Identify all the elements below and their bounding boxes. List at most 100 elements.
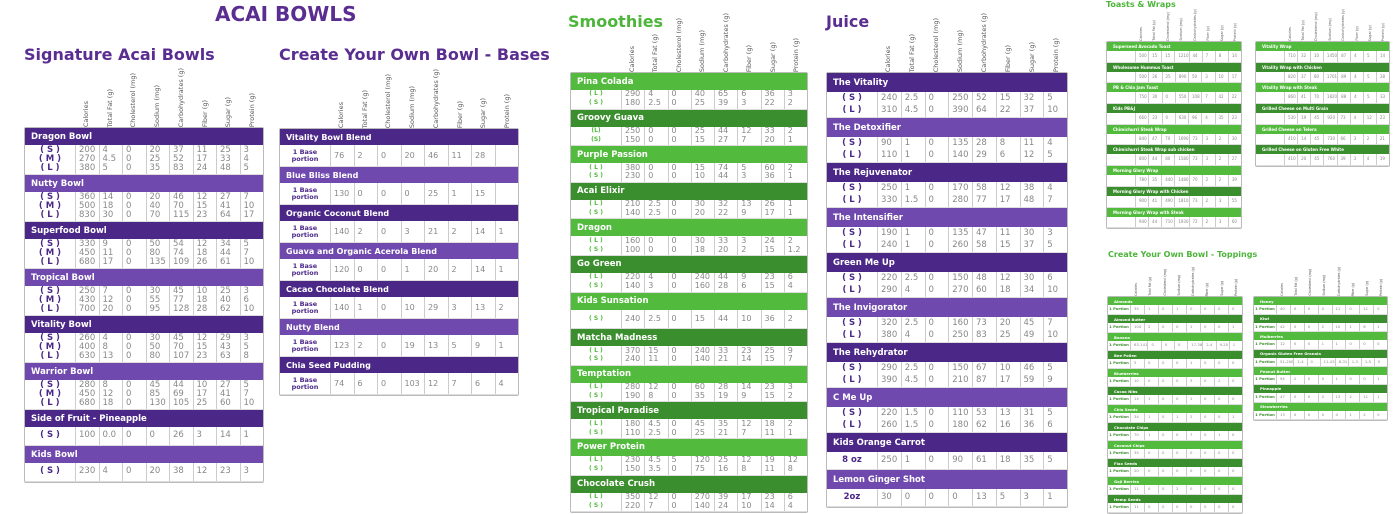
value: 2 bbox=[787, 162, 793, 172]
value-cell-carbohydrates: 39 bbox=[1336, 154, 1350, 166]
value: 0 bbox=[1190, 450, 1193, 456]
value-cell-sodium: 0 bbox=[1172, 503, 1186, 512]
value-cell-calories: 230 bbox=[75, 463, 99, 481]
size-label-cell: ( S )( L ) bbox=[827, 137, 877, 162]
value: 6 bbox=[243, 294, 249, 305]
value: 0 bbox=[381, 150, 387, 160]
value: 0 bbox=[648, 244, 654, 254]
value-cell-carbohydrates: 53 62 bbox=[972, 407, 996, 432]
item-name-header: Go Green bbox=[571, 255, 807, 273]
value: 1.5 bbox=[904, 194, 919, 205]
value-cell-sugar: 25 40 62 bbox=[216, 286, 240, 315]
value-cell-total: 32 bbox=[1296, 51, 1310, 62]
column-header: Total Fat (g) bbox=[644, 32, 668, 72]
value: 0 bbox=[1190, 504, 1193, 510]
value-cell-protein: 0 bbox=[1228, 359, 1242, 368]
value-cell-carbohydrates: 44 27 bbox=[714, 126, 737, 146]
value-cell-sugar: 0 bbox=[1359, 340, 1373, 349]
column-header: Total Fat (g) bbox=[1143, 262, 1157, 296]
value-cell-calories: 11 bbox=[1130, 503, 1144, 512]
value-cell-protein: 1 bbox=[1228, 323, 1242, 332]
value: 7 bbox=[243, 247, 249, 258]
value: 128 bbox=[173, 304, 190, 315]
value: 42 bbox=[1280, 323, 1285, 329]
value: 0 bbox=[1176, 468, 1179, 474]
value: 120 bbox=[694, 455, 711, 465]
value-cell-carbohydrates: 73 83 bbox=[972, 317, 996, 342]
value: 36 bbox=[764, 171, 775, 181]
value-cell-sugar: 3 bbox=[1214, 216, 1228, 228]
value-cell-sodium: 45 85 130 bbox=[145, 379, 170, 409]
value: 1 bbox=[1176, 414, 1179, 420]
value: 25 bbox=[694, 427, 705, 437]
value-cell-total: 1 bbox=[1144, 431, 1158, 440]
value-cell-sugar: 19 11 bbox=[760, 456, 784, 475]
item-nutrition-row: ( L )( S ) 230 150 4.5 3.5 5 0 120 75 25 16 12 8 19 11… bbox=[571, 456, 807, 476]
value: 2 bbox=[451, 264, 457, 274]
size-label: ( S ) bbox=[589, 315, 603, 323]
value: 45 bbox=[149, 379, 161, 390]
value-cell-cholesterol: 0 bbox=[1158, 305, 1172, 314]
value: 83 bbox=[976, 329, 987, 340]
value: 27 bbox=[1231, 156, 1237, 162]
value: 0 bbox=[1232, 432, 1235, 438]
size-label: 1 Portion bbox=[1109, 342, 1129, 348]
value: 39 bbox=[1340, 156, 1346, 162]
size-label-cell: 1 Portion bbox=[1254, 411, 1276, 420]
value: 44 bbox=[718, 126, 729, 136]
value-cell-calories: 840 bbox=[1135, 133, 1148, 145]
value-cell-fiber: 18 bbox=[995, 452, 1020, 469]
size-label: 1 Portion bbox=[1255, 376, 1275, 382]
value: 0 bbox=[126, 200, 132, 211]
value-cell-carbohydrates: 32 22 bbox=[714, 199, 737, 219]
item-name-header: Pina Colada bbox=[571, 73, 807, 90]
value-cell-total: 1 bbox=[1144, 305, 1158, 314]
value: 5 bbox=[243, 163, 249, 174]
column-header: Fiber (g) bbox=[738, 32, 762, 72]
value: 30 bbox=[102, 210, 114, 221]
value: 0 bbox=[126, 388, 132, 399]
value-cell-fiber: 2 bbox=[447, 221, 472, 242]
size-label: ( M ) bbox=[38, 341, 62, 352]
column-header: Sugar (g) bbox=[1215, 262, 1229, 296]
value-cell-calories: 35 bbox=[1130, 305, 1144, 314]
value-cell-sodium: 0 bbox=[1172, 449, 1186, 458]
size-label-cell: ( L )( S ) bbox=[571, 273, 621, 292]
value-cell-fiber: 0 bbox=[1200, 413, 1214, 422]
value-cell-total: 26 bbox=[1148, 71, 1161, 83]
size-label: 1 Base portion bbox=[291, 300, 319, 315]
value: 18 bbox=[764, 418, 775, 428]
value-cell-cholesterol: 0 bbox=[1303, 322, 1318, 332]
value: 44 bbox=[220, 247, 231, 258]
value-cell-sugar: 26 17 bbox=[760, 199, 784, 219]
value: 3 bbox=[787, 382, 793, 392]
item-nutrition-row: ( S )( M )( L ) 200 270 380 4 4.5 5 0 0 0 20 25 35 37… bbox=[25, 145, 263, 175]
item-nutrition-row: ( L )( S ) 180 110 4.5 2.5 0 0 45 25 35 21 12 7 18 11 2… bbox=[571, 419, 807, 439]
size-label-cell: ( S )( L ) bbox=[827, 92, 877, 117]
value: 10 bbox=[243, 398, 255, 409]
value: 15 bbox=[764, 354, 775, 364]
value: 4.5 bbox=[648, 455, 661, 465]
value-cell-cholesterol: 0 bbox=[122, 463, 146, 481]
value: 100 bbox=[79, 430, 96, 441]
value-cell-total: 0 bbox=[1289, 340, 1304, 349]
item-name-header: Coconut Chips bbox=[1108, 441, 1242, 449]
value-cell-calories: 500 bbox=[1135, 51, 1148, 62]
size-label-cell bbox=[1107, 134, 1135, 145]
value: 10 bbox=[694, 171, 705, 181]
value-cell-cholesterol: 80 bbox=[1161, 154, 1174, 166]
value-cell-total: 41 bbox=[1296, 92, 1310, 104]
value: 40 bbox=[1280, 306, 1285, 312]
value: 0 bbox=[126, 466, 132, 477]
item-name-header: Grilled Cheese on Gluten Free White bbox=[1256, 145, 1389, 155]
value: 2 bbox=[1218, 156, 1222, 162]
value: 360 bbox=[79, 191, 96, 202]
value: 34 bbox=[1134, 414, 1139, 420]
value: 20 bbox=[1134, 468, 1139, 474]
value: 24 bbox=[764, 235, 775, 245]
item-name-header: Purple Passion bbox=[571, 146, 807, 164]
size-label: ( L ) bbox=[842, 419, 862, 430]
